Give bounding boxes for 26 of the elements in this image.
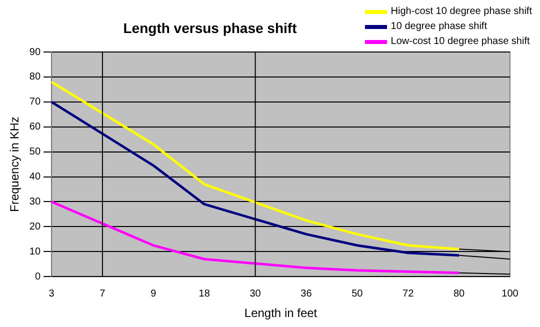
x-tick-label: 50 [352,288,364,300]
legend-label: High-cost 10 degree phase shift [390,6,532,17]
legend-label: Low-cost 10 degree phase shift [390,36,530,47]
y-tick-label: 10 [29,246,41,258]
x-tick-label: 30 [250,288,262,300]
y-tick-label: 50 [29,146,41,158]
y-tick-label: 60 [29,122,41,133]
y-tick-label: 0 [34,271,41,282]
x-tick-label: 9 [150,288,157,300]
y-tick-label: 90 [29,46,41,58]
y-tick-label: 20 [29,221,41,232]
chart-title: Length versus phase shift [122,20,298,36]
x-tick-label: 72 [402,288,414,300]
y-tick-label: 30 [29,196,41,208]
x-tick-label: 36 [300,288,312,300]
x-tick-label: 7 [100,288,106,300]
x-tick-label: 3 [48,288,55,300]
y-axis-title: Frequency in KHz [8,116,22,212]
x-tick-label: 18 [198,288,210,300]
x-tick-label: 80 [453,288,466,300]
y-tick-label: 70 [29,96,41,108]
x-axis-title: Length in feet [244,306,318,320]
legend-label: 10 degree phase shift [390,21,487,32]
y-tick-label: 80 [29,72,41,83]
y-tick-label: 40 [29,172,41,183]
x-tick-label: 100 [502,288,519,300]
